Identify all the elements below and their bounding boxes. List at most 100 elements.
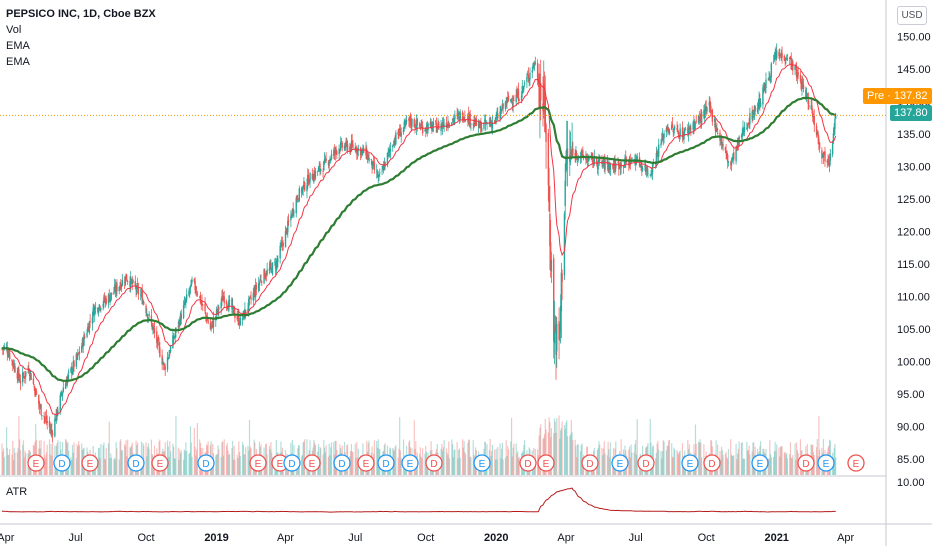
earnings-marker[interactable] [151, 454, 169, 472]
candle-body [136, 285, 138, 293]
candle-body [821, 156, 824, 158]
candle-body [703, 109, 706, 119]
volume-bar [183, 459, 185, 475]
symbol-title[interactable]: PEPSICO INC, 1D, Cboe BZX [6, 8, 156, 20]
volume-bar [703, 444, 705, 475]
volume-bar [356, 442, 358, 475]
earnings-marker[interactable] [637, 454, 655, 472]
volume-bar [630, 444, 632, 475]
volume-bar [601, 447, 603, 475]
dividend-marker[interactable] [817, 454, 835, 472]
candle-body [108, 294, 110, 302]
candle-body [775, 52, 777, 60]
candle-body [404, 121, 406, 124]
candle-body [130, 279, 133, 282]
candle-body [730, 161, 733, 166]
earnings-marker[interactable] [703, 454, 721, 472]
volume-bar [443, 439, 445, 475]
candle-body [500, 109, 502, 113]
dividend-marker[interactable] [681, 454, 699, 472]
volume-indicator-label[interactable]: Vol [6, 24, 22, 36]
volume-bar [550, 428, 553, 475]
dividend-marker[interactable] [127, 454, 145, 472]
candle-body [327, 162, 330, 165]
earnings-marker[interactable] [847, 454, 865, 472]
volume-bar [780, 446, 782, 475]
candle-body [292, 208, 294, 214]
volume-bar [148, 448, 150, 475]
earnings-marker[interactable] [27, 454, 45, 472]
candle-body [195, 291, 198, 293]
candle-body [418, 123, 421, 127]
event-marker-label: D [586, 459, 593, 470]
candle-body [228, 300, 230, 311]
dividend-marker[interactable] [473, 454, 491, 472]
volume-bar [545, 429, 547, 475]
dividend-marker[interactable] [377, 454, 395, 472]
dividend-marker[interactable] [283, 454, 301, 472]
earnings-marker[interactable] [519, 454, 537, 472]
candle-body [8, 352, 11, 360]
candle-body [8, 354, 10, 356]
candle-body [393, 139, 396, 145]
candle-body [715, 128, 717, 133]
candle-body [663, 133, 665, 139]
atr-indicator-label[interactable]: ATR [6, 486, 28, 498]
volume-bar [544, 418, 546, 475]
volume-bar [491, 444, 494, 475]
candle-body [301, 187, 304, 193]
volume-bar [603, 441, 605, 475]
earnings-marker[interactable] [303, 454, 321, 472]
dividend-marker[interactable] [611, 454, 629, 472]
currency-button[interactable]: USD [897, 6, 927, 25]
volume-bar [124, 444, 126, 475]
dividend-marker[interactable] [751, 454, 769, 472]
ema-slow-label[interactable]: EMA [6, 56, 30, 68]
volume-bar [489, 439, 491, 475]
earnings-marker[interactable] [537, 454, 555, 472]
candle-body [177, 325, 179, 327]
volume-bar [301, 454, 303, 475]
candle-body [763, 82, 766, 92]
candle-body [376, 172, 379, 178]
candle-body [795, 67, 797, 69]
volume-bar [217, 445, 219, 475]
dividend-marker[interactable] [197, 454, 215, 472]
candle-body [500, 110, 503, 112]
earnings-marker[interactable] [81, 454, 99, 472]
candle-body [714, 119, 717, 131]
candle-body [212, 318, 215, 328]
ema-fast-label[interactable]: EMA [6, 40, 30, 52]
candle-body [65, 382, 68, 386]
candle-body [694, 122, 697, 124]
volume-bar [51, 440, 54, 475]
dividend-marker[interactable] [401, 454, 419, 472]
candle-body [335, 148, 337, 151]
volume-bar [636, 419, 638, 475]
earnings-marker[interactable] [249, 454, 267, 472]
earnings-marker[interactable] [357, 454, 375, 472]
earnings-marker[interactable] [797, 454, 815, 472]
volume-bar [73, 442, 75, 475]
earnings-marker[interactable] [581, 454, 599, 472]
dividend-marker[interactable] [53, 454, 71, 472]
candle-body [576, 157, 579, 160]
candle-body [356, 150, 358, 153]
volume-bar [678, 454, 680, 475]
volume-bar [242, 444, 244, 475]
volume-bar [420, 456, 422, 475]
volume-bar [14, 452, 16, 475]
volume-bar [501, 442, 503, 475]
candle-body [661, 133, 664, 140]
candle-body [795, 67, 798, 78]
volume-bar [320, 448, 322, 475]
ema-slow-line [2, 96, 836, 382]
earnings-marker[interactable] [425, 454, 443, 472]
candle-body [109, 297, 111, 303]
candle-body [345, 141, 347, 147]
volume-bar [469, 456, 471, 475]
candle-body [185, 299, 187, 303]
dividend-marker[interactable] [333, 454, 351, 472]
volume-bar [790, 457, 792, 475]
